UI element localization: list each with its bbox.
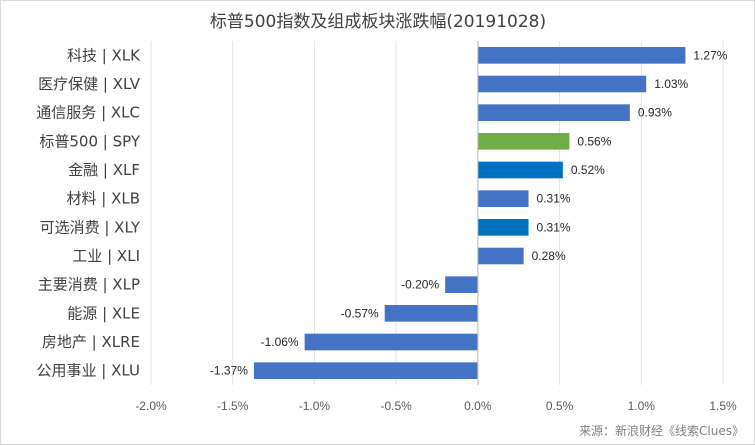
x-tick-label: -1.5% xyxy=(217,399,249,413)
bar xyxy=(477,219,529,236)
data-label: -1.37% xyxy=(210,364,248,378)
bar xyxy=(477,75,647,93)
data-label: 0.31% xyxy=(537,220,571,234)
chart-title: 标普500指数及组成板块涨跌幅(20191028) xyxy=(210,12,546,32)
category-label: 主要消费 | XLP xyxy=(38,276,140,294)
bar xyxy=(304,333,478,351)
category-label: 标普500 | SPY xyxy=(39,132,140,150)
bar xyxy=(253,362,478,379)
x-tick-label: -1.0% xyxy=(299,399,331,413)
source-note: 来源：新浪财经《线索Clues》 xyxy=(579,423,744,438)
category-label: 医疗保健 | XLV xyxy=(38,75,141,93)
x-tick-label: -0.5% xyxy=(380,399,412,413)
data-label: -1.06% xyxy=(261,335,299,349)
data-labels: 1.27% 1.03% 0.93% 0.56% 0.52% 0.31% 0.31% 0.28%… xyxy=(210,48,728,377)
bar xyxy=(477,161,563,179)
category-label: 房地产 | XLRE xyxy=(42,333,140,351)
category-label: 材料 | XLB xyxy=(66,190,140,208)
data-label: 0.28% xyxy=(532,249,566,263)
category-label: 科技 | XLK xyxy=(67,46,141,64)
data-label: 0.56% xyxy=(577,134,611,148)
category-labels: 科技 | XLK 医疗保健 | XLV 通信服务 | XLC 标普500 | SPY 金… xyxy=(36,46,141,379)
data-label: 0.31% xyxy=(537,192,571,206)
data-label: 0.52% xyxy=(571,163,605,177)
x-tick-labels: -2.0% -1.5% -1.0% -0.5% 0.0% 0.5% 1.0% 1.5% xyxy=(135,399,737,413)
data-label: 1.27% xyxy=(693,48,727,62)
category-label: 金融 | XLF xyxy=(68,161,140,179)
bar xyxy=(477,104,630,121)
data-label: -0.57% xyxy=(341,306,379,320)
x-tick-label: 1.5% xyxy=(709,399,737,413)
category-label: 可选消费 | XLY xyxy=(40,218,141,236)
bar xyxy=(477,190,529,207)
gridlines xyxy=(150,41,724,385)
category-label: 公用事业 | XLU xyxy=(37,362,140,380)
data-label: 1.03% xyxy=(654,77,688,91)
x-tick-label: 1.0% xyxy=(628,399,656,413)
x-tick-label: 0.5% xyxy=(546,399,574,413)
x-tick-label: -2.0% xyxy=(135,399,167,413)
x-tick-label: 0.0% xyxy=(464,399,492,413)
bar xyxy=(477,247,524,265)
data-label: -0.20% xyxy=(401,278,439,292)
category-label: 工业 | XLI xyxy=(72,247,140,265)
bar xyxy=(445,276,478,293)
bar xyxy=(477,133,570,150)
bar xyxy=(477,47,686,64)
category-label: 通信服务 | XLC xyxy=(36,104,140,122)
bars xyxy=(253,47,686,379)
bar xyxy=(384,305,478,322)
data-label: 0.93% xyxy=(638,106,672,120)
category-label: 能源 | XLE xyxy=(67,304,140,322)
